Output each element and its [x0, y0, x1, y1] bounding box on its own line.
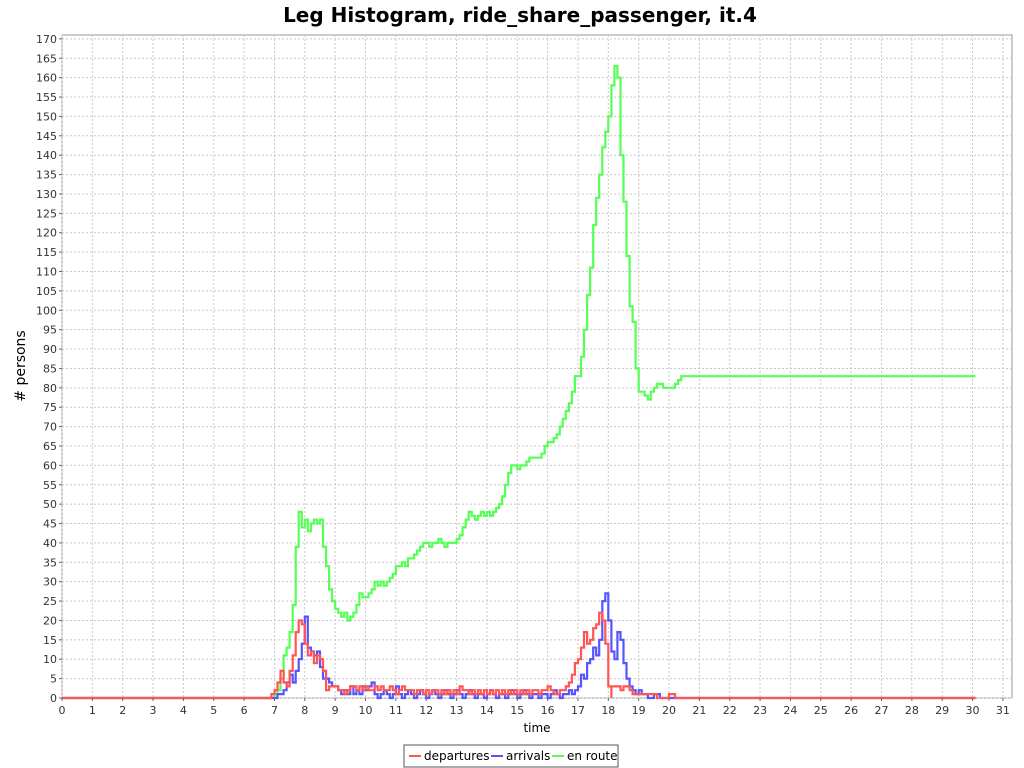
- y-tick-label: 35: [43, 556, 57, 569]
- y-tick-label: 135: [36, 169, 57, 182]
- y-tick-label: 25: [43, 595, 57, 608]
- x-tick-label: 11: [389, 704, 403, 717]
- y-tick-label: 100: [36, 304, 57, 317]
- legend: departures arrivals en route: [403, 744, 619, 768]
- x-tick-label: 22: [723, 704, 737, 717]
- x-axis-label: time: [523, 721, 550, 735]
- y-tick-label: 0: [50, 692, 57, 705]
- y-tick-label: 85: [43, 362, 57, 375]
- x-tick-label: 15: [510, 704, 524, 717]
- x-tick-label: 27: [874, 704, 888, 717]
- legend-item-arrivals: arrivals: [491, 749, 550, 763]
- x-tick-label: 26: [844, 704, 858, 717]
- grid-lines: [61, 35, 1012, 699]
- series-line-en-route: [62, 64, 976, 700]
- x-tick-label: 18: [601, 704, 615, 717]
- legend-label-en-route: en route: [567, 749, 618, 763]
- x-tick-label: 9: [332, 704, 339, 717]
- x-tick-label: 17: [571, 704, 585, 717]
- x-tick-label: 3: [150, 704, 157, 717]
- legend-label-arrivals: arrivals: [506, 749, 550, 763]
- y-tick-label: 5: [50, 673, 57, 686]
- x-tick-label: 14: [480, 704, 494, 717]
- y-tick-label: 95: [43, 324, 57, 337]
- x-tick-label: 29: [935, 704, 949, 717]
- x-tick-label: 6: [241, 704, 248, 717]
- y-tick-label: 20: [43, 614, 57, 627]
- y-tick-label: 55: [43, 479, 57, 492]
- y-tick-label: 145: [36, 130, 57, 143]
- legend-item-en-route: en route: [552, 749, 618, 763]
- y-tick-label: 15: [43, 634, 57, 647]
- x-tick-label: 30: [966, 704, 980, 717]
- x-tick-label: 25: [814, 704, 828, 717]
- x-tick-label: 28: [905, 704, 919, 717]
- y-tick-label: 90: [43, 343, 57, 356]
- y-tick-label: 80: [43, 382, 57, 395]
- plot-area: [61, 34, 1013, 699]
- x-tick-label: 12: [419, 704, 433, 717]
- series-line-departures: [62, 611, 976, 700]
- y-tick-label: 70: [43, 421, 57, 434]
- x-tick-label: 1: [89, 704, 96, 717]
- y-tick-label: 165: [36, 52, 57, 65]
- y-tick-label: 155: [36, 91, 57, 104]
- y-tick-label: 115: [36, 246, 57, 259]
- x-tick-label: 19: [632, 704, 646, 717]
- x-tick-label: 20: [662, 704, 676, 717]
- legend-item-departures: departures: [409, 749, 490, 763]
- x-tick-label: 31: [996, 704, 1010, 717]
- y-tick-label: 60: [43, 459, 57, 472]
- x-tick-label: 8: [301, 704, 308, 717]
- x-tick-label: 23: [753, 704, 767, 717]
- y-tick-label: 110: [36, 266, 57, 279]
- y-tick-label: 65: [43, 440, 57, 453]
- y-tick-label: 40: [43, 537, 57, 550]
- x-tick-label: 0: [59, 704, 66, 717]
- y-tick-label: 50: [43, 498, 57, 511]
- chart-title: Leg Histogram, ride_share_passenger, it.…: [283, 3, 757, 27]
- x-tick-label: 13: [450, 704, 464, 717]
- y-tick-label: 120: [36, 227, 57, 240]
- y-tick-label: 75: [43, 401, 57, 414]
- x-tick-label: 24: [783, 704, 797, 717]
- x-tick-label: 4: [180, 704, 187, 717]
- y-tick-label: 30: [43, 576, 57, 589]
- y-axis-label: # persons: [13, 330, 29, 401]
- series-layer: [62, 64, 976, 700]
- y-tick-label: 125: [36, 207, 57, 220]
- x-tick-label: 5: [210, 704, 217, 717]
- y-tick-label: 140: [36, 149, 57, 162]
- legend-box: [403, 744, 619, 768]
- y-tick-label: 130: [36, 188, 57, 201]
- y-tick-label: 45: [43, 518, 57, 531]
- y-tick-label: 170: [36, 33, 57, 46]
- legend-label-departures: departures: [424, 749, 490, 763]
- x-tick-label: 10: [359, 704, 373, 717]
- series-line-arrivals: [62, 592, 976, 700]
- y-tick-label: 105: [36, 285, 57, 298]
- y-tick-label: 150: [36, 110, 57, 123]
- y-tick-label: 10: [43, 653, 57, 666]
- x-axis: 0 1 2 3 4 5 6 7 8 9 10 11 12 13 14 15 16 17 18 19 20 21 22 23 24…: [59, 698, 1010, 717]
- y-tick-label: 160: [36, 72, 57, 85]
- y-axis: 0 5 10 15 20 25 30 35 40 45 50 55 60 65 70 75 80 85 90 95 10…: [36, 33, 62, 705]
- x-tick-label: 7: [271, 704, 278, 717]
- x-tick-label: 21: [692, 704, 706, 717]
- x-tick-label: 2: [119, 704, 126, 717]
- x-tick-label: 16: [541, 704, 555, 717]
